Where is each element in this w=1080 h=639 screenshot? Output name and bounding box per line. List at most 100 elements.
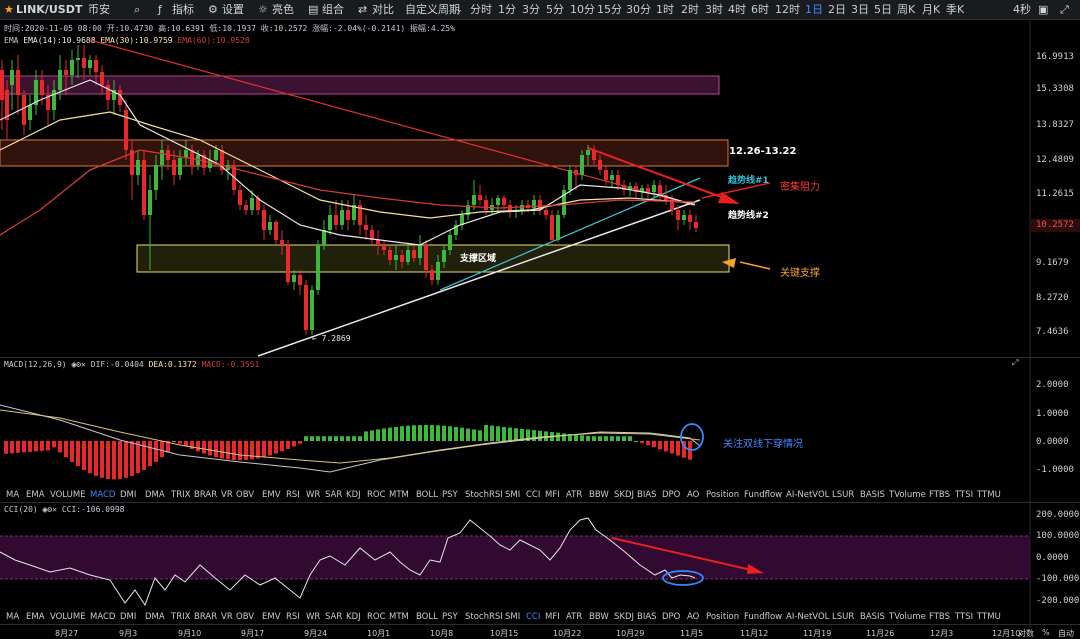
combo-menu[interactable]: 组合 — [322, 3, 344, 16]
indicator-tab-fundflow[interactable]: Fundflow — [744, 612, 783, 622]
timeframe-17[interactable]: 周K — [897, 3, 916, 16]
timeframe-18[interactable]: 月K — [922, 3, 941, 16]
indicator-tab-obv[interactable]: OBV — [236, 612, 255, 622]
indicator-tab-roc[interactable]: ROC — [367, 612, 386, 622]
settings-icon[interactable]: ⚙ — [76, 360, 82, 369]
percent-toggle[interactable]: % — [1042, 628, 1050, 637]
timeframe-16[interactable]: 5日 — [874, 3, 892, 16]
indicator-tab-brar[interactable]: BRAR — [194, 490, 218, 500]
indicator-tab-cci[interactable]: CCI — [526, 612, 541, 622]
timeframe-12[interactable]: 12时 — [775, 3, 800, 16]
cci-settings-icon[interactable]: ⚙ — [47, 505, 53, 514]
auto-toggle[interactable]: 自动 — [1058, 629, 1074, 638]
search-icon[interactable]: ⌕ — [134, 3, 141, 16]
indicator-tab-macd[interactable]: MACD — [90, 612, 116, 622]
timeframe-11[interactable]: 6时 — [751, 3, 769, 16]
indicator-tab-emv[interactable]: EMV — [262, 490, 281, 500]
timeframe-8[interactable]: 2时 — [681, 3, 699, 16]
indicator-tab-volume[interactable]: VOLUME — [50, 612, 86, 622]
indicator-tab-smi[interactable]: SMI — [505, 612, 521, 622]
camera-icon[interactable]: ▣ — [1038, 3, 1049, 16]
indicator-tab-boll[interactable]: BOLL — [416, 612, 438, 622]
indicator-tab-ai-netvol[interactable]: AI-NetVOL — [786, 612, 830, 622]
timeframe-3[interactable]: 5分 — [546, 3, 564, 16]
indicator-tab-ftbs[interactable]: FTBS — [929, 490, 951, 500]
timeframe-5[interactable]: 15分 — [597, 3, 622, 16]
indicator-tab-dpo[interactable]: DPO — [662, 612, 681, 622]
indicators-menu[interactable]: 指标 — [172, 3, 194, 16]
indicator-tab-skdj[interactable]: SKDJ — [614, 612, 635, 622]
indicator-tab-tvolume[interactable]: TVolume — [889, 490, 926, 500]
indicator-tab-kdj[interactable]: KDJ — [346, 612, 361, 622]
custom-period-menu[interactable]: 自定义周期 — [405, 3, 460, 16]
indicator-tab-dma[interactable]: DMA — [145, 490, 165, 500]
indicator-tab-brar[interactable]: BRAR — [194, 612, 218, 622]
indicator-tab-ttmu[interactable]: TTMU — [977, 490, 1001, 500]
indicator-tab-stochrsi[interactable]: StochRSI — [465, 490, 503, 500]
indicator-tab-bbw[interactable]: BBW — [589, 612, 609, 622]
indicator-tab-dmi[interactable]: DMI — [120, 612, 137, 622]
chevron-down-icon[interactable]: ⌄ — [456, 5, 463, 14]
indicator-tab-stochrsi[interactable]: StochRSI — [465, 612, 503, 622]
indicator-tab-ai-netvol[interactable]: AI-NetVOL — [786, 490, 830, 500]
timeframe-7[interactable]: 1时 — [656, 3, 674, 16]
compare-menu[interactable]: 对比 — [372, 3, 394, 16]
log-toggle[interactable]: 对数 — [1018, 629, 1034, 638]
indicator-tab-dmi[interactable]: DMI — [120, 490, 137, 500]
indicator-tab-roc[interactable]: ROC — [367, 490, 386, 500]
indicator-tab-sar[interactable]: SAR — [325, 490, 343, 500]
indicator-tab-ma[interactable]: MA — [6, 612, 20, 622]
indicator-tab-dma[interactable]: DMA — [145, 612, 165, 622]
indicator-tab-atr[interactable]: ATR — [566, 490, 583, 500]
indicator-tab-dpo[interactable]: DPO — [662, 490, 681, 500]
cci-close-icon[interactable]: ✕ — [52, 505, 58, 514]
indicator-tab-volume[interactable]: VOLUME — [50, 490, 86, 500]
indicator-tab-sar[interactable]: SAR — [325, 612, 343, 622]
timeframe-6[interactable]: 30分 — [626, 3, 651, 16]
symbol-label[interactable]: LINK/USDT — [16, 3, 83, 16]
indicator-tab-psy[interactable]: PSY — [442, 612, 458, 622]
indicator-tab-basis[interactable]: BASIS — [860, 612, 885, 622]
indicator-tab-bbw[interactable]: BBW — [589, 490, 609, 500]
indicator-tab-trix[interactable]: TRIX — [171, 612, 191, 622]
settings-menu[interactable]: 设置 — [222, 3, 244, 16]
timeframe-9[interactable]: 3时 — [705, 3, 723, 16]
timeframe-10[interactable]: 4时 — [728, 3, 746, 16]
indicator-tab-mfi[interactable]: MFI — [545, 490, 560, 500]
pane-divider-cci[interactable] — [0, 502, 1080, 503]
indicator-tab-ao[interactable]: AO — [687, 612, 700, 622]
fullscreen-icon[interactable]: ⤢ — [1060, 3, 1069, 16]
indicator-tab-fundflow[interactable]: Fundflow — [744, 490, 783, 500]
timeframe-15[interactable]: 3日 — [851, 3, 869, 16]
indicator-tab-position[interactable]: Position — [706, 490, 740, 500]
timeframe-14[interactable]: 2日 — [828, 3, 846, 16]
indicator-tab-rsi[interactable]: RSI — [286, 490, 300, 500]
indicator-tab-ttsi[interactable]: TTSI — [955, 490, 974, 500]
theme-menu[interactable]: 亮色 — [272, 3, 294, 16]
indicator-tab-ema[interactable]: EMA — [26, 490, 45, 500]
indicator-tab-vr[interactable]: VR — [221, 490, 233, 500]
indicator-tab-smi[interactable]: SMI — [505, 490, 521, 500]
timeframe-4[interactable]: 10分 — [570, 3, 595, 16]
timeframe-2[interactable]: 3分 — [522, 3, 540, 16]
pane-divider-macd[interactable] — [0, 357, 1080, 358]
indicator-tab-ema[interactable]: EMA — [26, 612, 45, 622]
indicator-tab-bias[interactable]: BIAS — [637, 612, 657, 622]
timeframe-0[interactable]: 分时 — [470, 3, 492, 16]
indicator-tab-kdj[interactable]: KDJ — [346, 490, 361, 500]
star-icon[interactable]: ★ — [4, 3, 14, 16]
indicator-tab-cci[interactable]: CCI — [526, 490, 541, 500]
indicator-tab-skdj[interactable]: SKDJ — [614, 490, 635, 500]
indicator-tab-lsur[interactable]: LSUR — [832, 490, 855, 500]
pane-expand-icon[interactable]: ⤢ — [1012, 358, 1019, 367]
timeframe-19[interactable]: 季K — [946, 3, 965, 16]
indicator-tab-rsi[interactable]: RSI — [286, 612, 300, 622]
indicator-tab-position[interactable]: Position — [706, 612, 740, 622]
indicator-tab-emv[interactable]: EMV — [262, 612, 281, 622]
indicator-tab-macd[interactable]: MACD — [90, 490, 116, 500]
indicator-tab-trix[interactable]: TRIX — [171, 490, 191, 500]
eye-icon[interactable]: ◉ — [71, 360, 77, 369]
indicator-tab-ma[interactable]: MA — [6, 490, 20, 500]
indicator-tab-mfi[interactable]: MFI — [545, 612, 560, 622]
